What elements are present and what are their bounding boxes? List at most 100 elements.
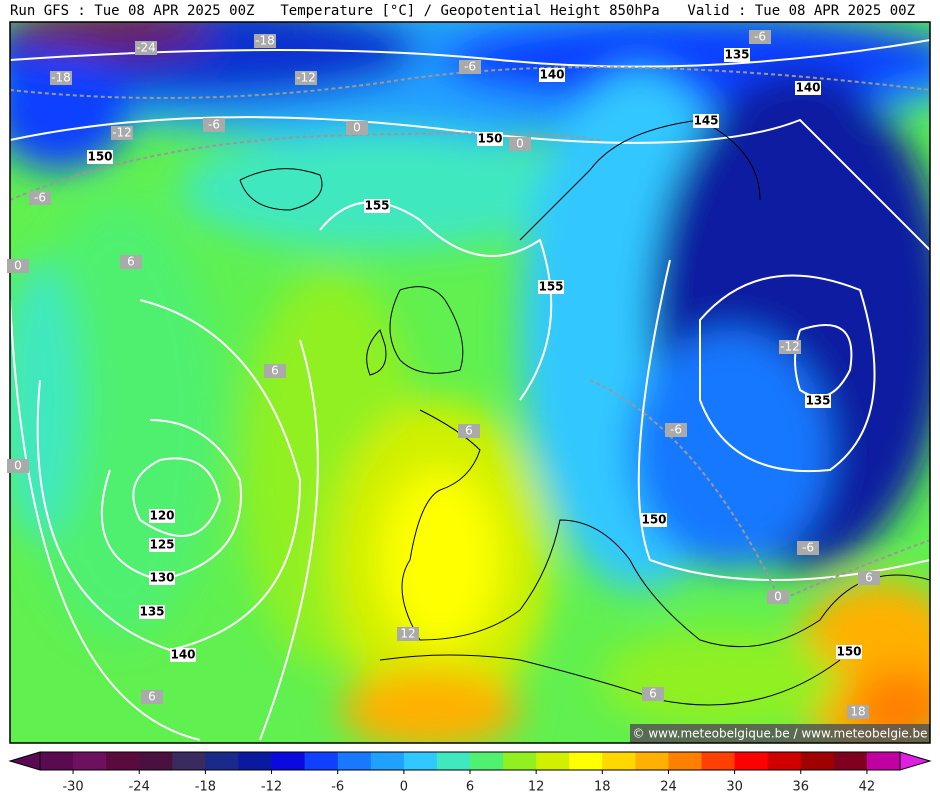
height-label-box	[477, 132, 503, 146]
colorbar-segment	[370, 752, 405, 770]
temperature-label-box	[264, 364, 286, 378]
colorbar-segment	[304, 752, 339, 770]
temperature-label: 6	[127, 255, 135, 269]
temperature-label-box	[749, 30, 771, 44]
height-label: 140	[795, 81, 820, 95]
height-label: 135	[805, 394, 830, 408]
temperature-label-box	[29, 191, 51, 205]
temperature-label: -6	[208, 118, 220, 132]
watermark: © www.meteobelgique.be / www.meteobelgie…	[633, 727, 928, 741]
colorbar-segment	[866, 752, 901, 770]
colorbar-tick-label: 36	[792, 780, 809, 795]
height-label: 150	[87, 150, 112, 164]
temperature-label-box	[135, 41, 157, 55]
temperature-label: 0	[353, 121, 361, 135]
colorbar-segment	[205, 752, 239, 770]
temperature-label-box	[858, 571, 880, 585]
colorbar-segment	[271, 752, 306, 770]
temperature-label: -6	[802, 541, 814, 555]
colorbar-segment	[536, 752, 570, 770]
temperature-label: 6	[649, 687, 657, 701]
height-label: 155	[364, 199, 389, 213]
temperature-label: 6	[148, 690, 156, 704]
height-label: 150	[641, 513, 666, 527]
height-label-box	[693, 114, 719, 128]
colorbar-segment	[767, 752, 802, 770]
temperature-label-box	[665, 423, 687, 437]
height-label: 125	[149, 538, 174, 552]
height-label-box	[149, 509, 175, 523]
temperature-label-box	[7, 259, 29, 273]
temperature-label: -18	[51, 71, 71, 85]
temperature-label: -18	[255, 34, 275, 48]
colorbar-segment	[238, 752, 273, 770]
colorbar-segment	[403, 752, 438, 770]
temperature-label-box	[458, 424, 480, 438]
temperature-label: 0	[14, 259, 22, 273]
height-label-box	[539, 68, 565, 82]
colorbar-tick-label: 0	[400, 780, 408, 795]
height-label: 130	[149, 571, 174, 585]
temperature-label: -12	[780, 340, 800, 354]
temperature-label: 0	[516, 137, 524, 151]
height-label-box	[538, 280, 564, 294]
temperature-label: -6	[670, 423, 682, 437]
temperature-label-box	[141, 690, 163, 704]
colorbar-tick-label: -12	[261, 780, 282, 795]
temperature-label-box	[254, 34, 276, 48]
colorbar-tick-label: 30	[726, 780, 743, 795]
temperature-label-box	[779, 340, 801, 354]
colorbar-tick-label: 42	[859, 780, 876, 795]
height-label: 145	[693, 114, 718, 128]
colorbar-tick-label: -18	[195, 780, 216, 795]
colorbar-segment	[73, 752, 107, 770]
colorbar-tick-label: 18	[594, 780, 611, 795]
temperature-label-box	[295, 71, 317, 85]
temperature-label: 6	[465, 424, 473, 438]
run-label: Run GFS : Tue 08 APR 2025 00Z	[10, 3, 254, 19]
temperature-label: -6	[754, 30, 766, 44]
height-label-box	[641, 513, 667, 527]
height-label: 155	[538, 280, 563, 294]
colorbar-arrow-right	[899, 751, 932, 771]
colorbar-segment	[40, 752, 74, 770]
height-label: 150	[836, 645, 861, 659]
colorbar-tick-label: -6	[331, 780, 344, 795]
temperature-label-box	[459, 60, 481, 74]
valid-label: Valid : Tue 08 APR 2025 00Z	[687, 3, 915, 19]
height-label-box	[724, 48, 750, 62]
colorbar-segment	[701, 752, 736, 770]
temperature-label: 6	[865, 571, 873, 585]
temperature-label-box	[767, 590, 789, 604]
temperature-label-box	[797, 541, 819, 555]
height-label-box	[364, 199, 390, 213]
temperature-label: 0	[14, 459, 22, 473]
colorbar-tick-label: 6	[466, 780, 474, 795]
temperature-label: -12	[112, 126, 132, 140]
colorbar-segment	[668, 752, 703, 770]
height-label: 140	[539, 68, 564, 82]
colorbar-segment	[470, 752, 504, 770]
colorbar-segment	[337, 752, 372, 770]
colorbar-tick-label: 12	[528, 780, 545, 795]
colorbar-segment	[833, 752, 868, 770]
height-label-box	[170, 648, 196, 662]
temperature-label: 0	[774, 590, 782, 604]
temperature-label-box	[7, 459, 29, 473]
colorbar-segment	[436, 752, 471, 770]
height-label: 135	[724, 48, 749, 62]
height-label-box	[149, 538, 175, 552]
temperature-label: 18	[850, 705, 865, 719]
temperature-label: -12	[296, 71, 316, 85]
colorbar-tick-label: -24	[129, 780, 150, 795]
height-label: 140	[170, 648, 195, 662]
colorbar-tick-label: 24	[660, 780, 677, 795]
height-label-box	[87, 150, 113, 164]
colorbar-arrow-left	[8, 751, 41, 771]
height-label: 120	[149, 509, 174, 523]
colorbar-segment	[734, 752, 769, 770]
colorbar-tick-label: -30	[62, 780, 83, 795]
temperature-label-box	[203, 118, 225, 132]
temperature-label-box	[346, 121, 368, 135]
